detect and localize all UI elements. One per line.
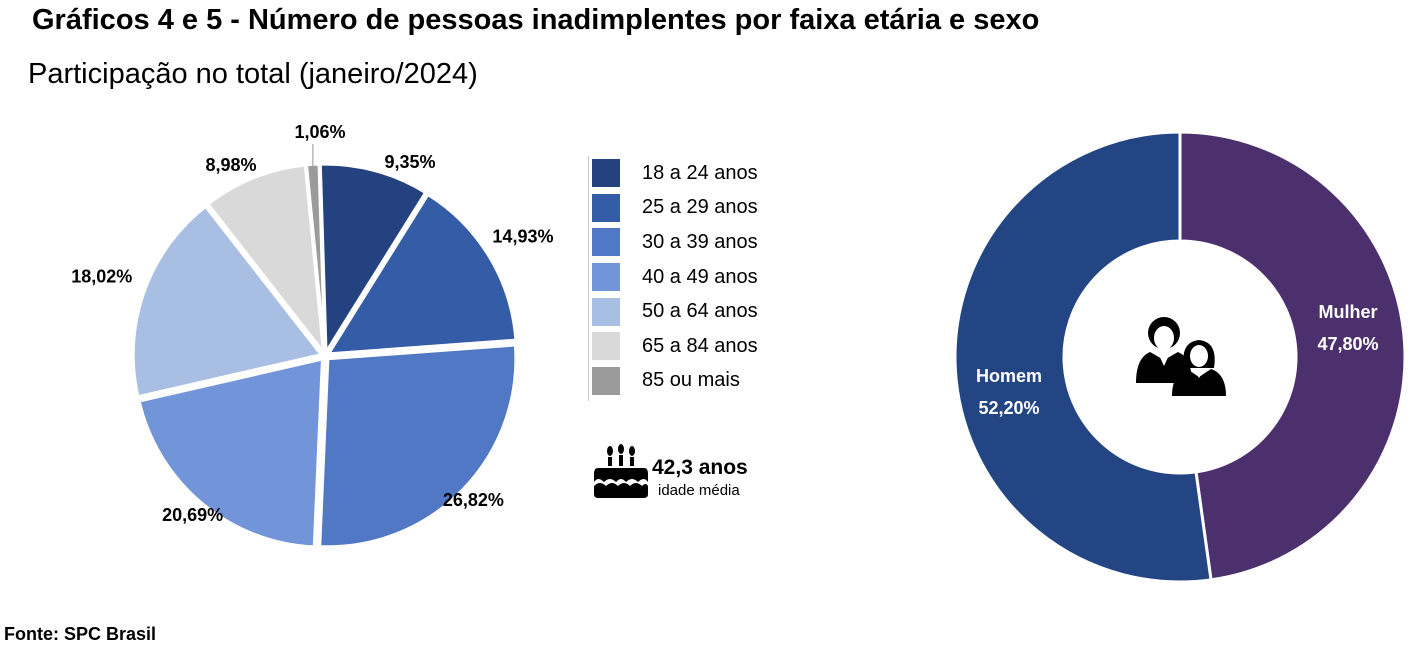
- pie-slice-3: [318, 343, 518, 549]
- pie-slice-2: [325, 192, 518, 356]
- legend-label: 85 ou mais: [642, 369, 740, 392]
- pie-data-label-7: 1,06%: [294, 122, 345, 142]
- pie-data-label-1: 9,35%: [384, 152, 435, 172]
- age-legend: 18 a 24 anos 25 a 29 anos 30 a 39 anos 40 a…: [588, 156, 758, 399]
- pie-data-label-4: 20,69%: [162, 505, 223, 525]
- legend-label: 65 a 84 anos: [642, 334, 758, 357]
- average-age-box: 42,3 anos idade média: [592, 442, 792, 502]
- pie-slice-1: [318, 162, 428, 358]
- legend-label: 30 a 39 anos: [642, 230, 758, 253]
- couple-icon: [1136, 317, 1226, 396]
- pie-data-label-3: 26,82%: [443, 490, 504, 510]
- average-age-value: 42,3 anos: [652, 456, 748, 479]
- pie-data-label-2: 14,93%: [492, 226, 553, 246]
- legend-swatch: [592, 159, 620, 188]
- average-age-label: idade média: [658, 482, 740, 499]
- donut-slice-homem: [953, 130, 1213, 584]
- legend-swatch: [592, 332, 620, 361]
- legend-border: [588, 156, 599, 401]
- gender-donut-chart: Mulher 47,80% Homem 52,20%: [953, 130, 1407, 584]
- pie-data-label-6: 8,98%: [205, 155, 256, 175]
- legend-item: 65 a 84 anos: [588, 329, 758, 364]
- legend-item: 40 a 49 anos: [588, 260, 758, 295]
- donut-category-label: Mulher: [1318, 302, 1377, 322]
- birthday-cake-icon: [594, 444, 648, 498]
- donut-data-label: 47,80%: [1317, 334, 1378, 354]
- legend-swatch: [592, 263, 620, 292]
- legend-item: 25 a 29 anos: [588, 191, 758, 226]
- legend-swatch: [592, 228, 620, 257]
- pie-data-label-5: 18,02%: [71, 267, 132, 287]
- source-note: Fonte: SPC Brasil: [4, 624, 157, 644]
- legend-item: 30 a 39 anos: [588, 225, 758, 260]
- pie-slice-4: [137, 357, 325, 549]
- age-pie-chart: 9,35% 14,93% 26,82% 20,69% 18,02% 8,98% 1,06%: [71, 122, 553, 549]
- legend-swatch: [592, 366, 620, 395]
- donut-slice-mulher: [1178, 130, 1407, 582]
- legend-item: 85 ou mais: [588, 364, 748, 399]
- chart-subtitle: Participação no total (janeiro/2024): [28, 58, 478, 90]
- legend-item: 18 a 24 anos: [588, 156, 758, 191]
- legend-label: 40 a 49 anos: [642, 265, 758, 288]
- chart-title: Gráficos 4 e 5 - Número de pessoas inadi…: [32, 4, 1040, 36]
- donut-data-label: 52,20%: [978, 398, 1039, 418]
- legend-label: 25 a 29 anos: [642, 196, 758, 219]
- legend-label: 50 a 64 anos: [642, 300, 758, 323]
- pie-slice-6: [205, 163, 326, 358]
- legend-swatch: [592, 297, 620, 326]
- legend-item: 50 a 64 anos: [588, 294, 758, 329]
- legend-swatch: [592, 193, 620, 222]
- pie-slice-5: [131, 204, 324, 399]
- legend-label: 18 a 24 anos: [642, 161, 758, 184]
- donut-category-label: Homem: [976, 366, 1042, 386]
